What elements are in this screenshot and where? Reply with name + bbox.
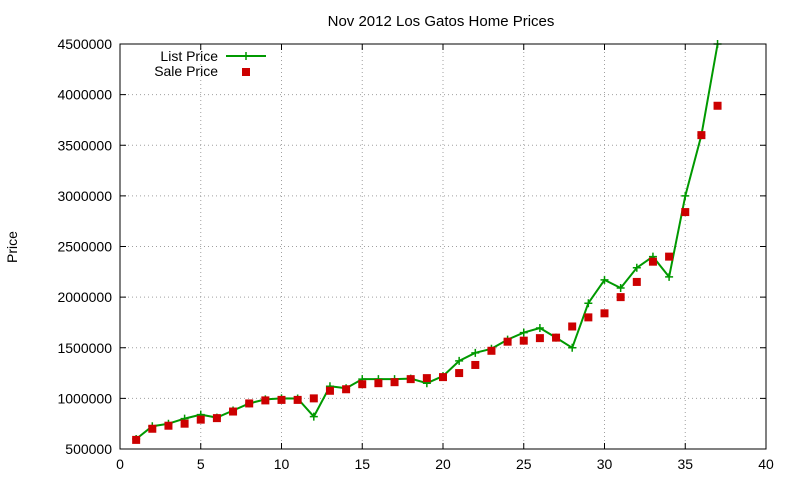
list-price-point — [471, 348, 480, 357]
x-tick-label: 40 — [758, 456, 774, 472]
sale-price-point — [325, 386, 334, 395]
sale-price-point — [245, 399, 254, 408]
y-tick-label: 1500000 — [57, 340, 112, 356]
x-tick-label: 20 — [435, 456, 451, 472]
sale-price-point — [455, 369, 464, 378]
y-tick-label: 3500000 — [57, 137, 112, 153]
list-price-point — [535, 324, 544, 333]
sale-price-point — [358, 380, 367, 389]
sale-price-point — [132, 435, 141, 444]
chart-title: Nov 2012 Los Gatos Home Prices — [328, 13, 555, 30]
list-price-point — [600, 275, 609, 284]
sale-price-point — [713, 101, 722, 110]
sale-price-point — [616, 293, 625, 302]
sale-price-point — [293, 395, 302, 404]
sale-price-point — [212, 414, 221, 423]
sale-price-point — [196, 415, 205, 424]
x-tick-label: 25 — [516, 456, 532, 472]
sale-price-point — [665, 252, 674, 261]
list-price-point — [309, 412, 318, 421]
sale-price-point — [374, 379, 383, 388]
list-price-point — [665, 272, 674, 281]
y-tick-label: 2000000 — [57, 289, 112, 305]
y-tick-label: 4000000 — [57, 87, 112, 103]
sale-price-point — [342, 385, 351, 394]
sale-price-point — [148, 424, 157, 433]
list-price-point — [568, 343, 577, 352]
sale-price-point — [503, 337, 512, 346]
sale-price-point — [600, 309, 609, 318]
sale-price-point — [471, 360, 480, 369]
x-tick-label: 15 — [354, 456, 370, 472]
legend-marker-sale-price — [242, 68, 250, 76]
x-tick-label: 35 — [677, 456, 693, 472]
sale-price-point — [422, 374, 431, 383]
sale-price-point — [164, 421, 173, 430]
y-tick-label: 3000000 — [57, 188, 112, 204]
sale-price-point — [632, 277, 641, 286]
sale-price-point — [261, 396, 270, 405]
sale-price-point — [519, 336, 528, 345]
sale-price-point — [535, 334, 544, 343]
x-tick-label: 5 — [197, 456, 205, 472]
sale-price-point — [309, 394, 318, 403]
sale-price-point — [439, 373, 447, 382]
x-tick-label: 10 — [274, 456, 290, 472]
list-price-point — [616, 284, 625, 293]
sale-price-point — [487, 346, 496, 355]
list-price-point — [632, 263, 641, 272]
y-tick-label: 2500000 — [57, 239, 112, 255]
y-tick-label: 1000000 — [57, 390, 112, 406]
sale-price-point — [584, 313, 593, 322]
y-tick-label: 4500000 — [57, 36, 112, 52]
list-price-point — [519, 328, 528, 337]
x-tick-label: 0 — [116, 456, 124, 472]
list-price-point — [681, 191, 690, 200]
list-price-point — [455, 356, 464, 365]
list-price-point — [584, 299, 593, 308]
sale-price-point — [568, 322, 577, 331]
axes-text: 0 5 10 15 20 25 30 35 40 500000 1000000 1500000 2000… — [57, 36, 774, 472]
legend-label-sale-price: Sale Price — [154, 63, 218, 79]
legend: List Price Sale Price — [154, 48, 266, 79]
sale-price-point — [180, 419, 189, 428]
x-tick-label: 30 — [597, 456, 613, 472]
sale-price-point — [229, 407, 238, 416]
grid-layer — [120, 44, 766, 449]
tick-layer — [119, 43, 767, 450]
sale-price-point — [406, 375, 415, 384]
legend-label-list-price: List Price — [160, 48, 218, 64]
legend-marker-list-price — [242, 52, 250, 60]
sale-price-point — [681, 208, 690, 217]
sale-price-point — [277, 395, 286, 404]
sale-price-point — [390, 378, 399, 387]
y-tick-label: 500000 — [65, 441, 112, 457]
series-layer — [132, 40, 722, 444]
sale-price-point — [552, 333, 561, 342]
y-axis-title: Price — [4, 231, 20, 263]
sale-price-point — [697, 131, 706, 140]
sale-price-point — [648, 257, 657, 266]
